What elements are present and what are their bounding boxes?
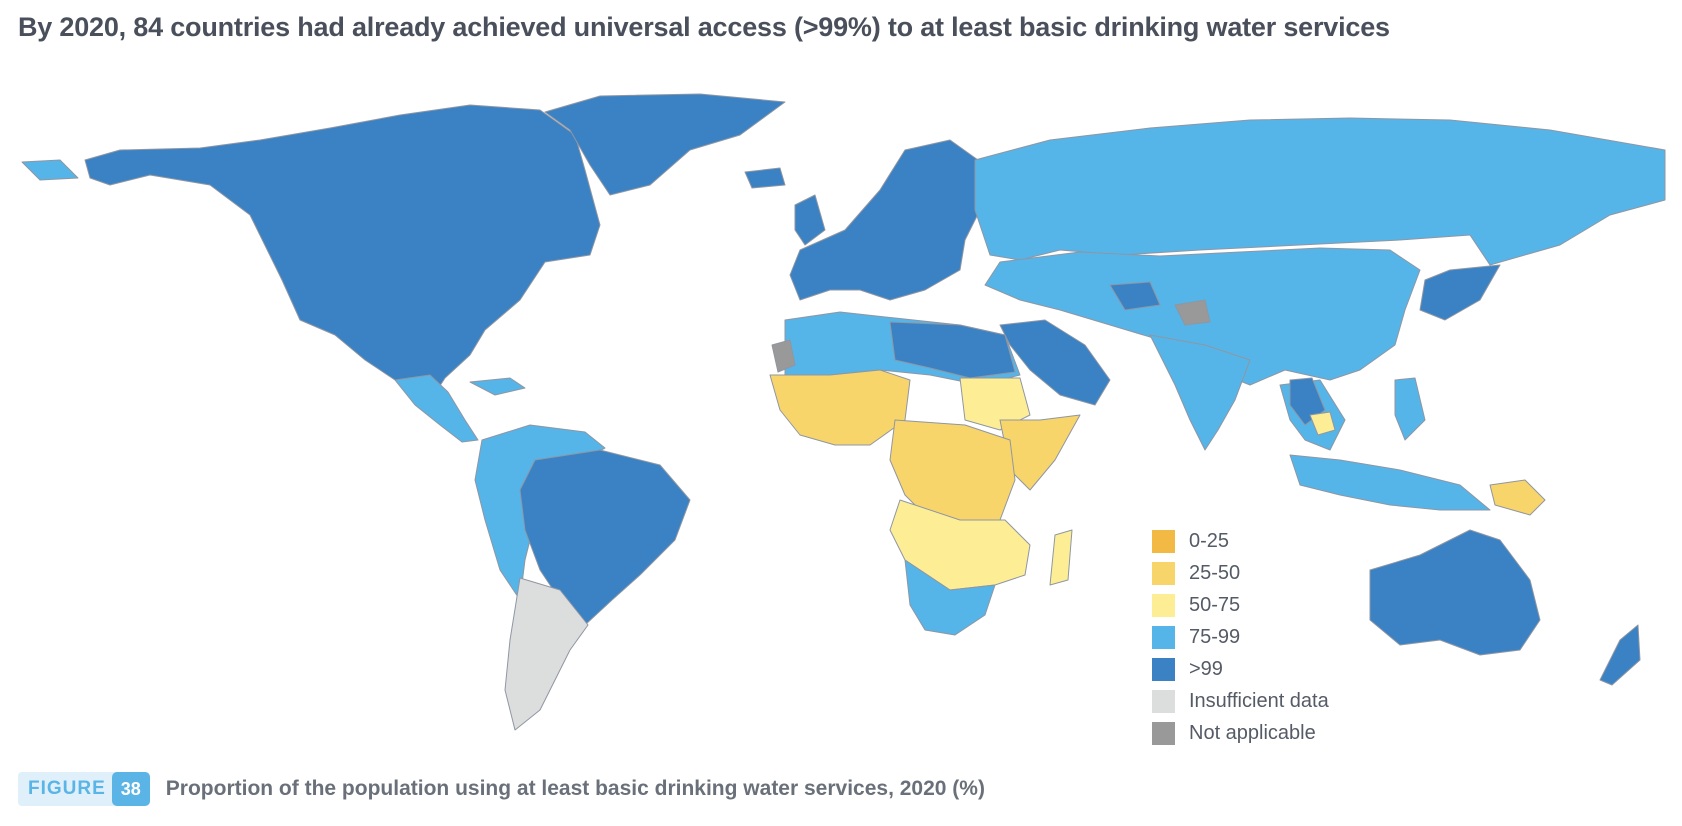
legend-swatch bbox=[1152, 657, 1175, 681]
russia-region bbox=[974, 117, 1666, 266]
legend-item-50-75: 50-75 bbox=[1152, 589, 1329, 621]
central-america-region bbox=[394, 374, 479, 443]
new-zealand-region bbox=[1599, 624, 1641, 686]
map-legend: 0-25 25-50 50-75 75-99 >99 Insufficient … bbox=[1152, 525, 1329, 749]
legend-item-25-50: 25-50 bbox=[1152, 557, 1329, 589]
legend-label: 50-75 bbox=[1189, 593, 1241, 616]
legend-item-over-99: >99 bbox=[1152, 653, 1329, 685]
figure-badge: FIGURE 38 bbox=[18, 772, 150, 806]
legend-swatch bbox=[1152, 689, 1175, 713]
map-title: By 2020, 84 countries had already achiev… bbox=[18, 12, 1390, 42]
north-america-region bbox=[84, 104, 601, 399]
legend-swatch bbox=[1152, 561, 1175, 585]
figure-caption-bar: FIGURE 38 Proportion of the population u… bbox=[18, 772, 985, 806]
libya-egypt-region bbox=[889, 321, 1016, 379]
europe-region bbox=[789, 139, 986, 301]
iceland-region bbox=[744, 167, 786, 189]
western-sahara-region bbox=[771, 339, 796, 373]
legend-swatch bbox=[1152, 721, 1175, 745]
legend-label: 75-99 bbox=[1189, 625, 1241, 648]
west-africa-region bbox=[769, 369, 911, 446]
east-southern-africa-region bbox=[889, 499, 1031, 591]
greenland-region bbox=[544, 93, 786, 196]
legend-item-0-25: 0-25 bbox=[1152, 525, 1329, 557]
papua-new-guinea-region bbox=[1489, 479, 1546, 516]
legend-swatch bbox=[1152, 625, 1175, 649]
legend-label: Insufficient data bbox=[1189, 689, 1329, 712]
indonesia-region bbox=[1289, 454, 1491, 511]
caribbean-region bbox=[469, 377, 526, 396]
madagascar-region bbox=[1049, 529, 1073, 586]
legend-item-not-applicable: Not applicable bbox=[1152, 717, 1329, 749]
alaska-west-region bbox=[21, 159, 79, 181]
india-region bbox=[1149, 334, 1251, 451]
figure-number: 38 bbox=[111, 772, 150, 806]
legend-swatch bbox=[1152, 593, 1175, 617]
uk-region bbox=[794, 194, 826, 246]
turkmenistan-region bbox=[1109, 281, 1161, 311]
legend-label: 0-25 bbox=[1189, 529, 1230, 552]
middle-east-region bbox=[999, 319, 1111, 406]
philippines-region bbox=[1394, 377, 1426, 441]
kashmir-region bbox=[1174, 299, 1211, 326]
legend-label: >99 bbox=[1189, 657, 1223, 680]
legend-item-insufficient-data: Insufficient data bbox=[1152, 685, 1329, 717]
australia-region bbox=[1369, 529, 1541, 656]
figure-caption: Proportion of the population using at le… bbox=[165, 777, 985, 800]
legend-item-75-99: 75-99 bbox=[1152, 621, 1329, 653]
legend-label: Not applicable bbox=[1189, 721, 1316, 744]
world-map bbox=[21, 93, 1666, 731]
figure-label: FIGURE bbox=[28, 778, 106, 799]
korea-japan-region bbox=[1419, 264, 1501, 321]
cambodia-region bbox=[1309, 411, 1336, 436]
southern-africa-region bbox=[904, 559, 996, 636]
legend-label: 25-50 bbox=[1189, 561, 1241, 584]
brazil-region bbox=[519, 449, 691, 626]
argentina-region bbox=[504, 577, 589, 731]
legend-swatch bbox=[1152, 529, 1175, 553]
